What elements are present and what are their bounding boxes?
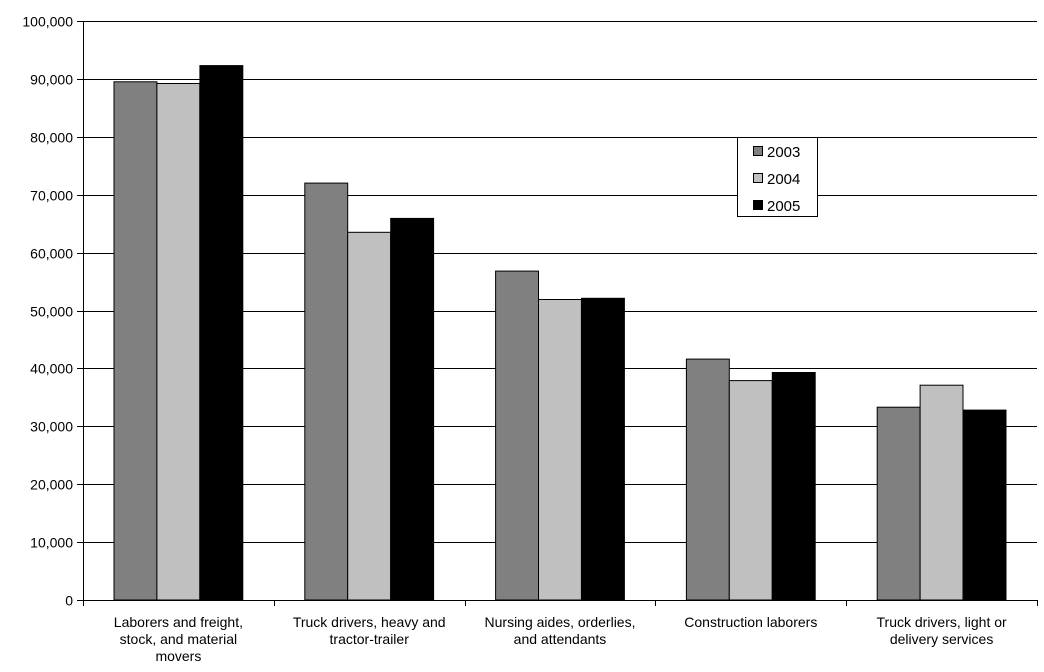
bar-2003-3 — [495, 270, 540, 601]
bar-2003-5 — [876, 406, 921, 601]
y-tick-label: 10,000 — [30, 535, 73, 551]
legend-swatch-2003 — [753, 146, 763, 156]
y-tick-label: 60,000 — [30, 246, 73, 262]
bar-2004-5 — [919, 384, 964, 601]
y-tick-label: 100,000 — [22, 14, 73, 30]
bar-2005-5 — [962, 409, 1007, 601]
y-tick-label: 50,000 — [30, 304, 73, 320]
x-category-label: Truck drivers, heavy and tractor-trailer — [293, 614, 446, 647]
x-category-label: Truck drivers, light or delivery services — [877, 614, 1008, 647]
bar-2003-4 — [685, 358, 730, 601]
bar-2003-1 — [113, 81, 158, 601]
legend-swatch-2004 — [753, 173, 763, 183]
y-tick-label: 70,000 — [30, 188, 73, 204]
x-category-label: Nursing aides, orderlies, and attendants — [485, 614, 636, 647]
legend-swatch-2005 — [753, 200, 763, 210]
x-category-label: Laborers and freight, stock, and material… — [114, 614, 243, 664]
bar-2005-2 — [390, 217, 435, 601]
y-tick-label: 40,000 — [30, 361, 73, 377]
y-tick-label: 30,000 — [30, 419, 73, 435]
legend-label-2003: 2003 — [767, 144, 800, 161]
bar-2005-1 — [199, 65, 244, 601]
bar-2005-3 — [581, 297, 625, 601]
x-category-label: Construction laborers — [684, 614, 817, 630]
legend-box — [737, 137, 818, 217]
legend-label-2005: 2005 — [767, 198, 800, 215]
bar-2004-1 — [156, 83, 201, 601]
bar-2004-4 — [728, 380, 773, 601]
y-tick-label: 90,000 — [30, 72, 73, 88]
y-tick-label: 0 — [65, 593, 73, 609]
y-tick-label: 20,000 — [30, 477, 73, 493]
bar-2003-2 — [304, 182, 349, 601]
bar-2005-4 — [771, 372, 816, 601]
bar-2004-2 — [347, 231, 392, 601]
bar-2004-3 — [538, 299, 582, 601]
y-tick-label: 80,000 — [30, 130, 73, 146]
legend-label-2004: 2004 — [767, 171, 800, 188]
